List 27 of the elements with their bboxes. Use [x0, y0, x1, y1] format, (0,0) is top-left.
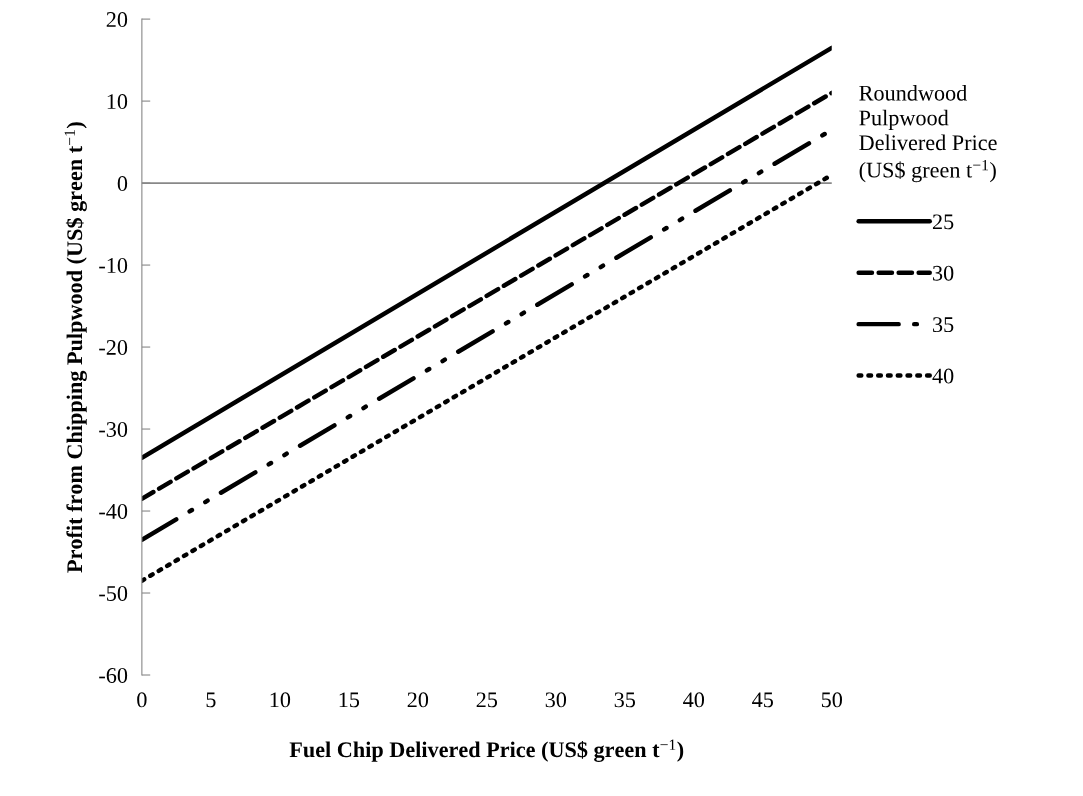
x-axis-title: Fuel Chip Delivered Price (US$ green t$^{−1}$)	[289, 739, 684, 762]
x-tick-label: 10	[270, 692, 291, 708]
x-tick-label: 15	[339, 692, 360, 708]
y-tick-label: 10	[107, 94, 128, 110]
x-tick-label: 20	[407, 692, 429, 708]
x-tick-label: 45	[752, 692, 773, 708]
y-tick-label: -50	[99, 585, 128, 601]
legend-label: 25	[932, 214, 954, 230]
legend-title: Roundwood Pulpwood Delivered Price (US$ green t$^{−1}$)	[859, 85, 997, 183]
y-tick-label: 20	[106, 12, 128, 28]
x-tick-label: 25	[476, 692, 498, 708]
x-tick-label: 35	[614, 692, 636, 708]
x-tick-label: 0	[137, 692, 147, 708]
y-axis-title: Profit from Chipping Pulpwood (US$ green t$^{−1}$)	[64, 122, 87, 573]
y-tick-label: -40	[99, 503, 128, 519]
x-tick-label: 30	[545, 692, 567, 708]
y-tick-label: 0	[117, 176, 128, 192]
y-tick-label: -20	[99, 339, 128, 355]
y-tick-label: -30	[99, 421, 128, 437]
y-tick-label: -60	[99, 667, 128, 683]
x-tick-label: 50	[821, 692, 843, 708]
x-tick-label: 40	[683, 692, 705, 708]
x-tick-label: 5	[206, 692, 216, 708]
legend-label: 40	[932, 368, 954, 384]
y-tick-label: -10	[99, 258, 128, 273]
legend-label: 30	[933, 265, 954, 281]
legend-label: 35	[933, 317, 954, 333]
